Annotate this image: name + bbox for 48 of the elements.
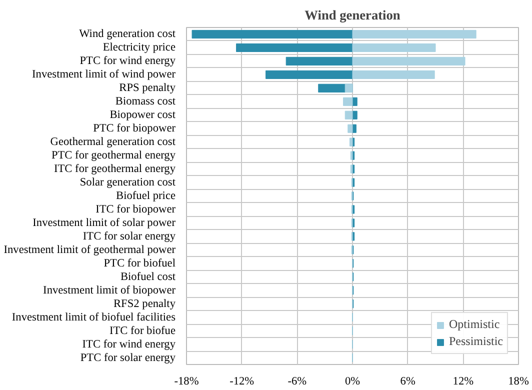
- bar: [344, 84, 353, 92]
- y-tick-label: RFS2 penalty: [114, 298, 176, 310]
- y-tick-label: Solar generation cost: [80, 176, 176, 189]
- bar: [236, 43, 353, 52]
- y-tick-label: Investment limit of solar power: [32, 216, 176, 229]
- y-tick-label: Biomass cost: [115, 96, 176, 108]
- bar: [343, 97, 353, 106]
- y-tick-label: Biofuel cost: [120, 270, 176, 283]
- bar: [352, 56, 466, 66]
- y-tick-label: PTC for biopower: [93, 122, 176, 135]
- y-tick-label: Investment limit of geothermal power: [4, 244, 176, 256]
- y-tick-label: ITC for geothermal energy: [54, 163, 176, 176]
- bar: [352, 70, 435, 79]
- y-tick-label: ITC for solar energy: [82, 230, 176, 242]
- legend-label: Optimistic: [448, 317, 500, 332]
- y-tick-label: Biopower cost: [110, 109, 176, 122]
- y-tick-label: PTC for solar energy: [80, 352, 176, 364]
- x-tick-label: -12%: [230, 376, 255, 388]
- x-tick-label: 18%: [508, 376, 530, 388]
- y-tick-label: Wind generation cost: [79, 28, 176, 40]
- x-tick-label: -6%: [288, 376, 308, 388]
- y-tick-label: ITC for biofue: [109, 324, 176, 337]
- bar: [352, 30, 476, 39]
- y-tick-label: Investment limit of wind power: [32, 68, 176, 81]
- bar: [348, 124, 353, 133]
- y-tick-label: RPS penalty: [119, 82, 176, 94]
- y-tick-label: PTC for biofuel: [104, 257, 176, 270]
- y-tick-label: Investment limit of biofuel facilities: [12, 311, 176, 324]
- chart-title: Wind generation: [304, 8, 401, 22]
- y-tick-label: Investment limit of biopower: [43, 284, 176, 296]
- x-tick-label: -18%: [174, 376, 200, 388]
- y-tick-label: PTC for wind energy: [80, 55, 176, 68]
- bar: [352, 43, 436, 52]
- legend-label: Pessimistic: [448, 334, 503, 349]
- y-tick-label: ITC for biopower: [96, 203, 176, 216]
- y-tick-label: Geothermal generation cost: [50, 136, 176, 148]
- y-tick-label: Electricity price: [102, 42, 176, 54]
- y-tick-label: PTC for geothermal energy: [51, 150, 176, 162]
- y-tick-label: Biofuel price: [116, 190, 176, 202]
- bar: [344, 110, 353, 120]
- x-tick-label: 12%: [452, 376, 474, 388]
- bar: [266, 70, 353, 79]
- bar: [192, 30, 353, 39]
- y-tick-label: ITC for wind energy: [82, 338, 176, 350]
- x-tick-label: 6%: [400, 376, 416, 388]
- bar: [349, 138, 353, 146]
- x-tick-label: 0%: [344, 376, 361, 388]
- bar: [286, 56, 353, 66]
